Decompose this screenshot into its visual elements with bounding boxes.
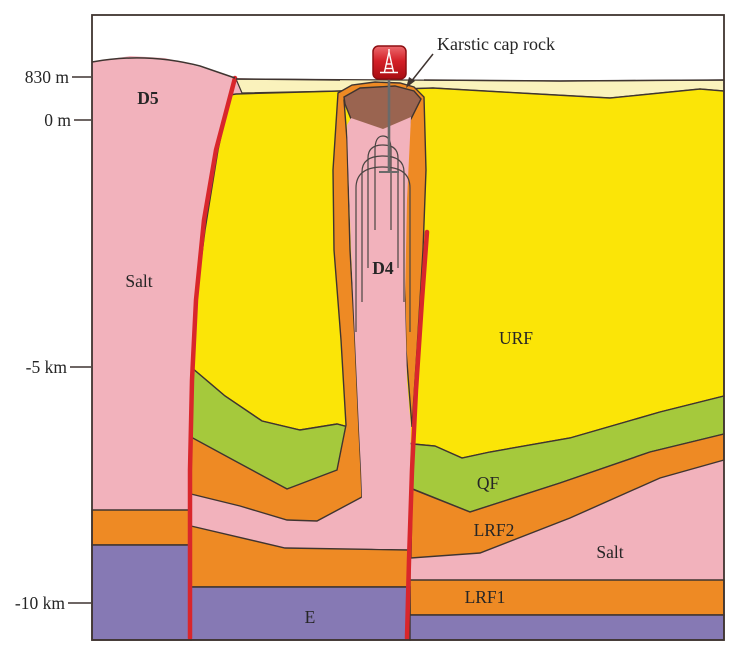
fault-right [404,229,430,641]
layer-lrf1-right [409,579,725,616]
label-urf: URF [499,328,533,348]
depth-axis: 830 m 0 m -5 km -10 km [15,67,91,613]
surface-line [91,57,725,82]
layer-diapir-rim-lrf2 [190,81,427,522]
layer-e-left [91,544,192,641]
borehole [379,79,399,173]
layer-e-right [409,614,725,641]
caprock-annotation-text: Karstic cap rock [437,34,555,54]
label-salt-right: Salt [596,542,623,562]
axis-label-minus5km: -5 km [26,357,68,377]
label-lrf2: LRF2 [474,520,515,540]
layer-lrf1-left [91,509,192,546]
layer-e-mid [190,586,411,641]
figure-border [91,14,725,641]
unit-labels: D5 Salt D4 URF QF LRF2 Salt LRF1 E [125,88,623,627]
axis-label-minus10km: -10 km [15,593,65,613]
label-e: E [305,607,316,627]
label-qf: QF [477,473,500,493]
axis-label-0m: 0 m [44,110,71,130]
karstic-cap-rock [343,85,422,131]
salt-flow-lines [355,135,411,332]
axis-label-830m: 830 m [25,67,70,87]
oil-well-icon [372,45,407,80]
label-d4: D4 [372,258,394,278]
label-d5: D5 [137,88,159,108]
diapir-d4-interior [347,117,411,549]
label-salt-left: Salt [125,271,152,291]
caprock-annotation: Karstic cap rock [406,34,555,88]
label-lrf1: LRF1 [465,587,506,607]
layer-urf [191,87,725,459]
fault-left [187,75,238,641]
